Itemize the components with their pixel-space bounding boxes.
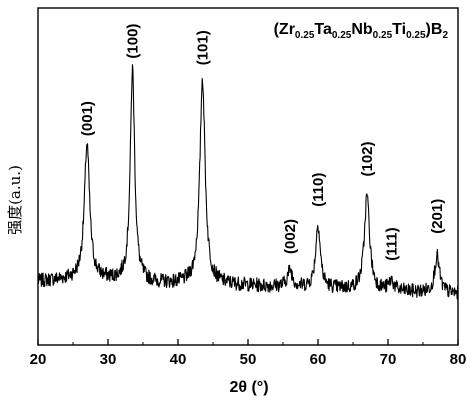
title-part: (Zr [274,21,295,38]
peak-label: (100) [125,24,142,59]
title-part: 2 [442,30,448,41]
peak-label: (101) [195,30,212,65]
x-axis-title: 2θ (°) [229,379,268,396]
title-part: 0.25 [295,30,315,41]
title-part: Nb [351,21,373,38]
title-part: 0.25 [373,30,393,41]
title-part: 0.25 [332,30,352,41]
axes [37,7,459,346]
plot-frame [37,7,459,346]
x-tick-label: 80 [450,351,467,368]
peak-label: (002) [282,219,299,254]
x-tick-group: 20 30 40 50 60 70 80 [30,339,467,368]
title-part: )B [426,21,443,38]
title-part: Ti [392,21,406,38]
plot-area [37,64,459,300]
chart-title: (Zr0.25Ta0.25Nb0.25Ti0.25)B2 [274,21,449,41]
title-part: 0.25 [406,30,426,41]
peak-label: (111) [384,227,401,260]
x-tick-label: 30 [100,351,117,368]
xrd-pattern-line [37,64,459,300]
y-axis-title: 强度(a.u.) [6,165,24,235]
x-tick-label: 20 [30,351,47,368]
x-tick-label: 40 [170,351,187,368]
x-tick-label: 60 [310,351,327,368]
x-tick-label: 70 [380,351,397,368]
peak-label: (001) [79,101,96,136]
peak-label-group: (001) (100) (101) (002) (110) (102) (111) (201) [79,24,446,261]
peak-label: (110) [310,173,327,207]
peak-label: (201) [429,199,446,234]
peak-label: (102) [359,141,376,176]
title-part: Ta [314,21,332,38]
x-tick-label: 50 [240,351,257,368]
